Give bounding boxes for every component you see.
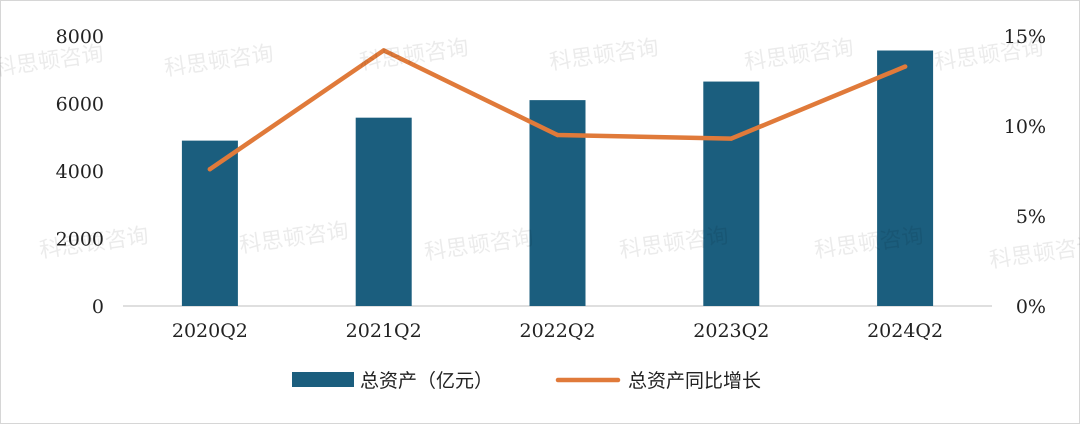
growth-point — [729, 136, 734, 141]
bar — [181, 140, 238, 306]
y-right-tick-label: 15% — [1004, 26, 1046, 48]
y-left-tick-label: 8000 — [56, 26, 104, 48]
bar — [529, 100, 586, 306]
growth-point — [555, 132, 560, 138]
growth-point — [381, 48, 386, 53]
y-left-tick-label: 0 — [92, 296, 104, 318]
legend-label-line: 总资产同比增长 — [628, 370, 761, 392]
growth-point — [902, 64, 908, 69]
legend-label-bar: 总资产（亿元） — [360, 370, 493, 392]
legend-swatch-bar — [292, 372, 354, 387]
y-right-tick-label: 0% — [1016, 296, 1046, 318]
bar — [703, 81, 760, 306]
x-tick-label: 2024Q2 — [867, 320, 943, 342]
y-right-tick-label: 5% — [1016, 206, 1046, 228]
y-left-tick-label: 4000 — [56, 161, 104, 183]
x-tick-label: 2020Q2 — [172, 320, 248, 342]
bar — [355, 117, 412, 306]
bar — [877, 50, 934, 307]
x-tick-label: 2023Q2 — [693, 320, 769, 342]
x-tick-label: 2022Q2 — [519, 320, 595, 342]
y-left-tick-label: 6000 — [56, 94, 104, 116]
y-right-tick-label: 10% — [1004, 116, 1046, 138]
plot-area: 0 2000 4000 6000 8000 0% 5% 10% 15% 2020Q2 2021Q2 2… — [56, 26, 1046, 342]
y-left-tick-label: 2000 — [56, 229, 104, 251]
legend: 总资产（亿元） 总资产同比增长 — [292, 370, 761, 392]
x-tick-label: 2021Q2 — [346, 320, 422, 342]
growth-point — [207, 167, 213, 172]
